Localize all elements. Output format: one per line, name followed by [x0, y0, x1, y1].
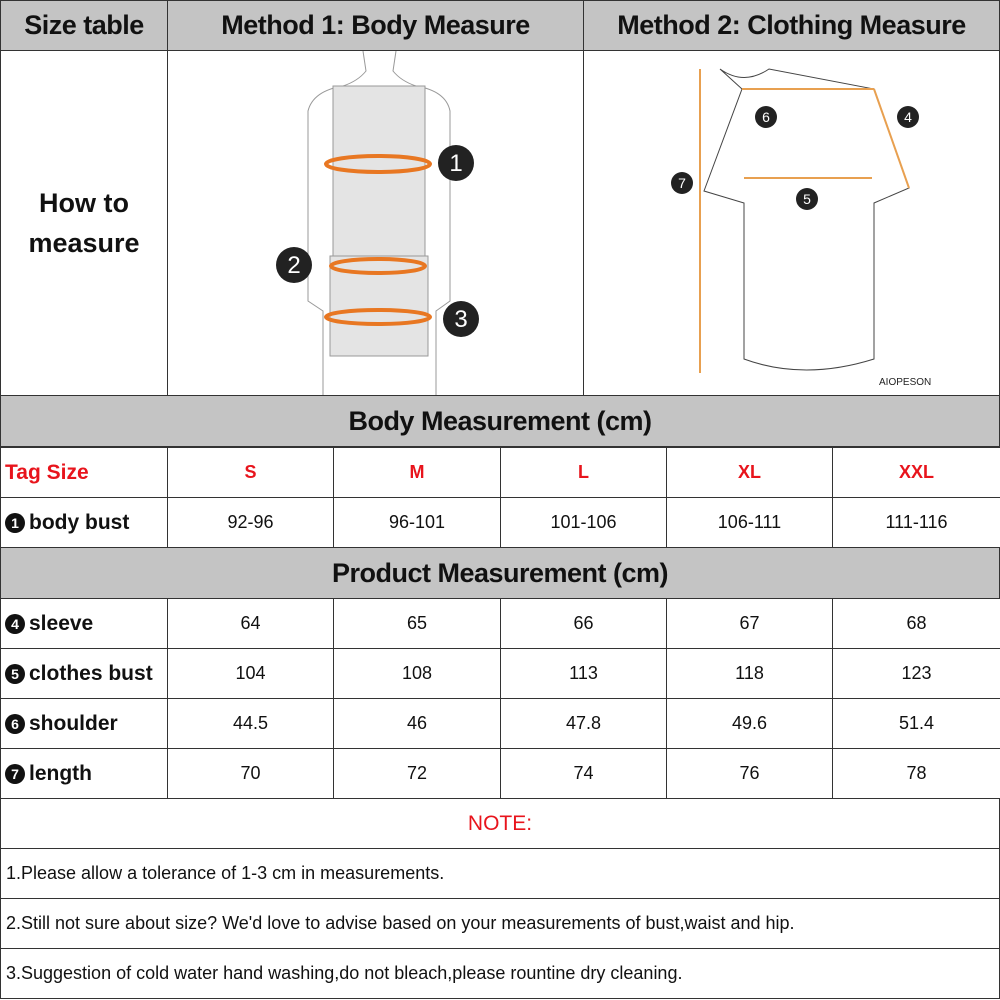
body-measurement-section: Body Measurement (cm): [0, 395, 1000, 447]
table-cell: 47.8: [500, 698, 667, 749]
table-cell: 92-96: [167, 497, 334, 548]
table-cell: 74: [500, 748, 667, 799]
how-to-line2: measure: [28, 228, 140, 258]
tag-size-label: Tag Size: [0, 447, 168, 498]
table-cell: 118: [666, 648, 833, 699]
table-cell: 46: [333, 698, 501, 749]
table-cell: 66: [500, 598, 667, 649]
table-cell: 65: [333, 598, 501, 649]
row-label-text: sleeve: [29, 611, 94, 635]
row-label-text: shoulder: [29, 711, 118, 735]
note-2: 2.Still not sure about size? We'd love t…: [0, 898, 1000, 949]
size-table-header: Size table: [0, 0, 168, 51]
size-header-m: M: [333, 447, 501, 498]
table-cell: 96-101: [333, 497, 501, 548]
note-1: 1.Please allow a tolerance of 1-3 cm in …: [0, 848, 1000, 899]
number-badge-icon: 5: [5, 663, 25, 684]
table-cell: 106-111: [666, 497, 833, 548]
number-badge-icon: 4: [5, 613, 25, 634]
clothing-measure-illustration: 4 5 6 7 AIOPESON: [583, 50, 1000, 396]
row-label: 5 clothes bust: [0, 648, 168, 699]
size-header-xxl: XXL: [832, 447, 1000, 498]
tshirt-figure-icon: 4 5 6 7 AIOPESON: [671, 68, 931, 388]
marker-3: 3: [454, 306, 467, 333]
table-cell: 123: [832, 648, 1000, 699]
table-cell: 67: [666, 598, 833, 649]
note-3: 3.Suggestion of cold water hand washing,…: [0, 948, 1000, 999]
table-cell: 51.4: [832, 698, 1000, 749]
number-badge-icon: 1: [5, 512, 25, 533]
note-title: NOTE:: [0, 798, 1000, 849]
number-badge-icon: 6: [5, 713, 25, 734]
marker-1: 1: [449, 150, 462, 177]
method2-header: Method 2: Clothing Measure: [583, 0, 1000, 51]
table-cell: 76: [666, 748, 833, 799]
marker-2: 2: [287, 252, 300, 279]
row-label-text: clothes bust: [29, 661, 153, 685]
table-cell: 49.6: [666, 698, 833, 749]
table-cell: 44.5: [167, 698, 334, 749]
row-label: 4 sleeve: [0, 598, 168, 649]
table-cell: 64: [167, 598, 334, 649]
how-to-line1: How to: [39, 188, 129, 218]
marker-7: 7: [678, 175, 686, 191]
row-label: 1 body bust: [0, 497, 168, 548]
table-cell: 68: [832, 598, 1000, 649]
marker-4: 4: [904, 109, 912, 125]
table-cell: 101-106: [500, 497, 667, 548]
table-cell: 111-116: [832, 497, 1000, 548]
row-label: 7 length: [0, 748, 168, 799]
number-badge-icon: 7: [5, 763, 25, 784]
row-label-text: body bust: [29, 510, 130, 534]
how-to-measure-label: How to measure: [0, 50, 168, 396]
method1-header: Method 1: Body Measure: [167, 0, 584, 51]
marker-5: 5: [803, 191, 811, 207]
table-cell: 72: [333, 748, 501, 799]
size-header-xl: XL: [666, 447, 833, 498]
product-measurement-section: Product Measurement (cm): [0, 547, 1000, 599]
table-cell: 78: [832, 748, 1000, 799]
row-label-text: length: [29, 761, 92, 785]
row-label: 6 shoulder: [0, 698, 168, 749]
brand-text: AIOPESON: [879, 377, 931, 388]
size-header-l: L: [500, 447, 667, 498]
body-measure-illustration: 1 2 3: [167, 50, 584, 396]
table-cell: 113: [500, 648, 667, 699]
table-cell: 70: [167, 748, 334, 799]
table-cell: 104: [167, 648, 334, 699]
table-cell: 108: [333, 648, 501, 699]
body-figure-icon: 1 2 3: [276, 51, 479, 395]
size-header-s: S: [167, 447, 334, 498]
marker-6: 6: [762, 109, 770, 125]
